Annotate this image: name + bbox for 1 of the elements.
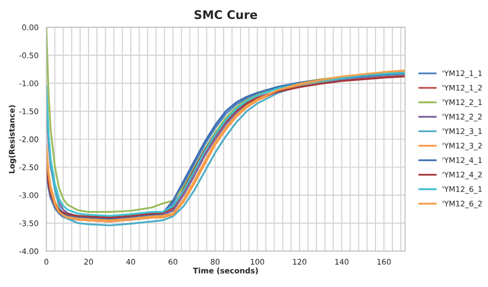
chart-title: SMC Cure <box>194 10 258 20</box>
